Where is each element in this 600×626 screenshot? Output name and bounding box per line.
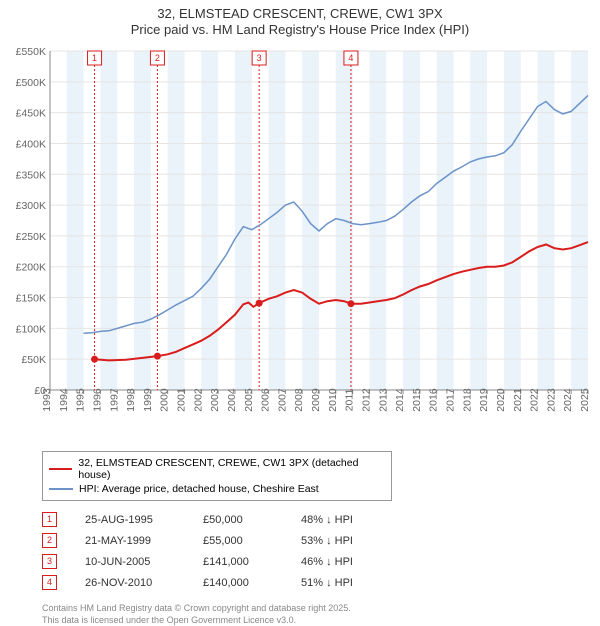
- svg-text:2012: 2012: [360, 388, 372, 412]
- footer: Contains HM Land Registry data © Crown c…: [42, 603, 600, 626]
- svg-text:2020: 2020: [495, 388, 507, 412]
- svg-text:£300K: £300K: [16, 200, 46, 212]
- sales-table: 1 25-AUG-1995 £50,000 48% ↓ HPI 2 21-MAY-1999…: [42, 509, 600, 593]
- line-chart-svg: £0£50K£100K£150K£200K£250K£300K£350K£400…: [8, 45, 592, 445]
- chart-container: 32, ELMSTEAD CRESCENT, CREWE, CW1 3PX Pr…: [0, 0, 600, 620]
- sale-price: £50,000: [203, 514, 273, 526]
- svg-text:£150K: £150K: [16, 293, 46, 305]
- svg-text:2011: 2011: [344, 389, 356, 412]
- sale-row: 3 10-JUN-2005 £141,000 46% ↓ HPI: [42, 551, 600, 572]
- svg-text:4: 4: [348, 53, 353, 63]
- sale-row: 1 25-AUG-1995 £50,000 48% ↓ HPI: [42, 509, 600, 530]
- svg-text:1996: 1996: [91, 388, 103, 412]
- sale-row: 2 21-MAY-1999 £55,000 53% ↓ HPI: [42, 530, 600, 551]
- legend-item-hpi: HPI: Average price, detached house, Ches…: [49, 482, 385, 496]
- legend-swatch: [49, 488, 73, 490]
- legend-label: HPI: Average price, detached house, Ches…: [79, 483, 319, 495]
- svg-text:2: 2: [155, 53, 160, 63]
- footer-line: This data is licensed under the Open Gov…: [42, 615, 600, 626]
- svg-text:1997: 1997: [108, 388, 120, 412]
- sale-marker: 2: [42, 533, 57, 548]
- svg-text:2015: 2015: [411, 388, 423, 412]
- svg-text:2018: 2018: [461, 388, 473, 412]
- svg-text:2019: 2019: [478, 388, 490, 412]
- sale-price: £55,000: [203, 535, 273, 547]
- svg-text:2025: 2025: [579, 388, 591, 412]
- svg-text:2003: 2003: [209, 388, 221, 412]
- legend-item-price-paid: 32, ELMSTEAD CRESCENT, CREWE, CW1 3PX (d…: [49, 456, 385, 482]
- sale-date: 21-MAY-1999: [85, 535, 175, 547]
- title-main: 32, ELMSTEAD CRESCENT, CREWE, CW1 3PX: [0, 6, 600, 21]
- svg-text:£550K: £550K: [16, 46, 46, 58]
- svg-text:£350K: £350K: [16, 169, 46, 181]
- svg-text:1998: 1998: [125, 388, 137, 412]
- svg-text:£450K: £450K: [16, 108, 46, 120]
- svg-text:2001: 2001: [176, 388, 188, 412]
- svg-text:1995: 1995: [75, 388, 87, 412]
- svg-text:£200K: £200K: [16, 262, 46, 274]
- svg-text:1993: 1993: [41, 388, 53, 412]
- legend: 32, ELMSTEAD CRESCENT, CREWE, CW1 3PX (d…: [42, 451, 392, 501]
- sale-pct: 48% ↓ HPI: [301, 514, 381, 526]
- title-block: 32, ELMSTEAD CRESCENT, CREWE, CW1 3PX Pr…: [0, 0, 600, 39]
- svg-text:2024: 2024: [562, 388, 574, 412]
- sale-row: 4 26-NOV-2010 £140,000 51% ↓ HPI: [42, 572, 600, 593]
- sale-price: £141,000: [203, 556, 273, 568]
- svg-text:£250K: £250K: [16, 231, 46, 243]
- svg-text:1: 1: [92, 53, 97, 63]
- sale-marker: 1: [42, 512, 57, 527]
- sale-marker: 4: [42, 575, 57, 590]
- svg-text:2013: 2013: [377, 388, 389, 412]
- svg-text:2023: 2023: [545, 388, 557, 412]
- chart-area: £0£50K£100K£150K£200K£250K£300K£350K£400…: [8, 45, 592, 445]
- svg-text:2010: 2010: [327, 388, 339, 412]
- sale-date: 10-JUN-2005: [85, 556, 175, 568]
- svg-text:3: 3: [257, 53, 262, 63]
- svg-text:2000: 2000: [159, 388, 171, 412]
- svg-text:£500K: £500K: [16, 77, 46, 89]
- svg-text:2002: 2002: [192, 388, 204, 412]
- svg-text:1994: 1994: [58, 388, 70, 412]
- svg-text:2007: 2007: [276, 388, 288, 412]
- svg-text:2008: 2008: [293, 388, 305, 412]
- sale-marker: 3: [42, 554, 57, 569]
- svg-text:£100K: £100K: [16, 323, 46, 335]
- sale-date: 25-AUG-1995: [85, 514, 175, 526]
- legend-swatch: [49, 468, 72, 470]
- sale-pct: 53% ↓ HPI: [301, 535, 381, 547]
- svg-text:2006: 2006: [260, 388, 272, 412]
- legend-label: 32, ELMSTEAD CRESCENT, CREWE, CW1 3PX (d…: [78, 457, 385, 481]
- sale-pct: 51% ↓ HPI: [301, 577, 381, 589]
- svg-text:2014: 2014: [394, 388, 406, 412]
- svg-text:£400K: £400K: [16, 138, 46, 150]
- title-sub: Price paid vs. HM Land Registry's House …: [0, 22, 600, 37]
- sale-price: £140,000: [203, 577, 273, 589]
- svg-text:2021: 2021: [512, 388, 524, 412]
- footer-line: Contains HM Land Registry data © Crown c…: [42, 603, 600, 615]
- svg-text:£50K: £50K: [21, 354, 46, 366]
- svg-text:2004: 2004: [226, 388, 238, 412]
- svg-text:2016: 2016: [428, 388, 440, 412]
- svg-text:2009: 2009: [310, 388, 322, 412]
- svg-text:2022: 2022: [529, 388, 541, 412]
- sale-date: 26-NOV-2010: [85, 577, 175, 589]
- svg-text:2005: 2005: [243, 388, 255, 412]
- svg-text:1999: 1999: [142, 388, 154, 412]
- svg-text:2017: 2017: [445, 388, 457, 412]
- sale-pct: 46% ↓ HPI: [301, 556, 381, 568]
